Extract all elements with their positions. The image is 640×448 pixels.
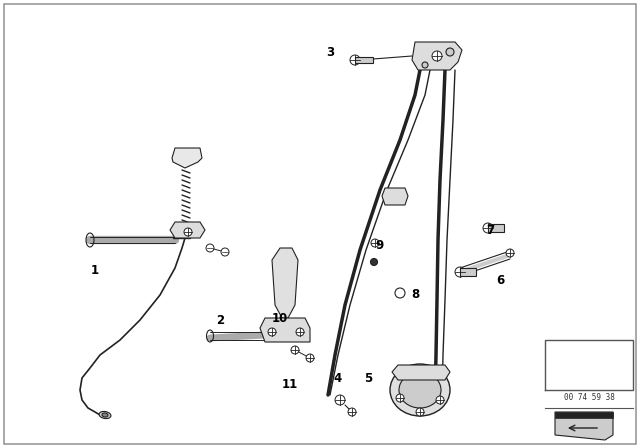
Polygon shape	[392, 365, 450, 380]
Circle shape	[306, 354, 314, 362]
Ellipse shape	[99, 411, 111, 418]
Circle shape	[291, 346, 299, 354]
Circle shape	[206, 244, 214, 252]
Circle shape	[396, 394, 404, 402]
Text: 4: 4	[334, 371, 342, 384]
Polygon shape	[412, 42, 462, 70]
Circle shape	[296, 328, 304, 336]
Polygon shape	[170, 222, 205, 238]
Circle shape	[184, 228, 192, 236]
Text: 6: 6	[496, 273, 504, 287]
Circle shape	[446, 48, 454, 56]
FancyBboxPatch shape	[355, 57, 373, 63]
Text: 8: 8	[411, 289, 419, 302]
Circle shape	[455, 267, 465, 277]
Text: 7: 7	[486, 224, 494, 237]
Text: 00 74 59 38: 00 74 59 38	[564, 393, 614, 402]
Text: 11: 11	[282, 379, 298, 392]
Polygon shape	[382, 188, 408, 205]
Polygon shape	[555, 412, 613, 440]
FancyBboxPatch shape	[460, 268, 476, 276]
Circle shape	[506, 249, 514, 257]
Circle shape	[348, 408, 356, 416]
Text: 2: 2	[216, 314, 224, 327]
Circle shape	[436, 396, 444, 404]
Text: 3: 3	[326, 46, 334, 59]
Polygon shape	[555, 412, 613, 418]
Circle shape	[483, 223, 493, 233]
Circle shape	[268, 328, 276, 336]
Circle shape	[432, 51, 442, 61]
Text: 10: 10	[272, 311, 288, 324]
Circle shape	[221, 248, 229, 256]
FancyBboxPatch shape	[488, 224, 504, 232]
Text: 5: 5	[364, 371, 372, 384]
Circle shape	[416, 408, 424, 416]
Text: 1: 1	[91, 263, 99, 276]
Circle shape	[422, 62, 428, 68]
Circle shape	[371, 239, 379, 247]
Circle shape	[350, 55, 360, 65]
Ellipse shape	[399, 372, 441, 408]
Polygon shape	[260, 318, 310, 342]
Polygon shape	[272, 248, 298, 318]
Polygon shape	[172, 148, 202, 168]
Circle shape	[371, 258, 378, 266]
Ellipse shape	[102, 413, 108, 417]
Text: 9: 9	[376, 238, 384, 251]
Ellipse shape	[390, 364, 450, 416]
Circle shape	[335, 395, 345, 405]
